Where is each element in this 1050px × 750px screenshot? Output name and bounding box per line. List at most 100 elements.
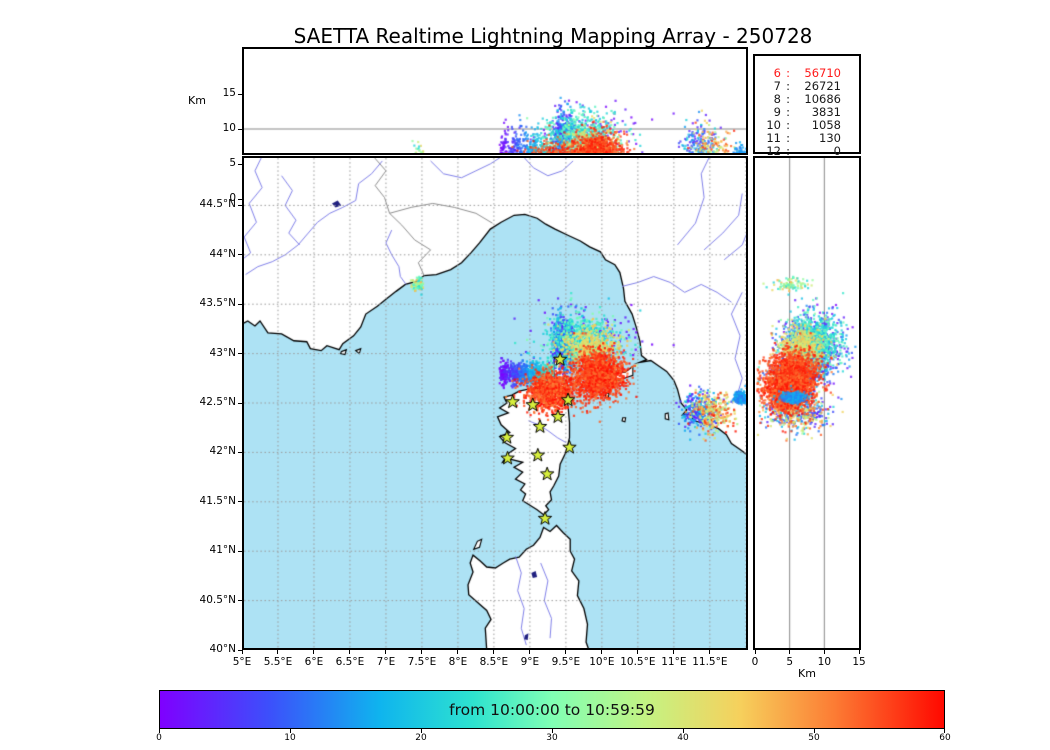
lat-tick-label: 43°N bbox=[209, 346, 236, 359]
lat-tick bbox=[238, 501, 242, 503]
lon-tick bbox=[277, 650, 279, 654]
lat-tick-label: 43.5°N bbox=[199, 297, 236, 310]
lat-tick-label: 44.5°N bbox=[199, 198, 236, 211]
stats-level: 9 bbox=[773, 105, 781, 119]
lon-tick bbox=[385, 650, 387, 654]
km-axis-label-right: Km bbox=[798, 667, 816, 680]
lat-tick-label: 42°N bbox=[209, 445, 236, 458]
stats-count: 26721 bbox=[804, 79, 841, 93]
stats-row: 7:26721 bbox=[755, 80, 859, 93]
lat-tick bbox=[238, 204, 242, 206]
lon-tick-label: 10.5°E bbox=[620, 656, 656, 668]
stats-count: 3831 bbox=[811, 105, 841, 119]
lat-tick bbox=[238, 353, 242, 355]
lon-tick bbox=[529, 650, 531, 654]
colorbar-tick bbox=[158, 729, 160, 733]
colorbar-tick-label: 20 bbox=[415, 733, 427, 743]
colorbar-tick-label: 50 bbox=[808, 733, 820, 743]
km-axis-label-top: Km bbox=[188, 94, 206, 107]
colorbar-tick bbox=[943, 729, 945, 733]
stats-row: 9: 3831 bbox=[755, 106, 859, 119]
colorbar-label: from 10:00:00 to 10:59:59 bbox=[449, 700, 655, 719]
alt-tick-label-top: 5 bbox=[229, 157, 236, 169]
lon-tick bbox=[313, 650, 315, 654]
lon-tick bbox=[565, 650, 567, 654]
lat-tick bbox=[238, 600, 242, 602]
stats-level: 12 bbox=[766, 144, 781, 158]
stats-level: 6 bbox=[773, 66, 781, 80]
stats-count: 130 bbox=[819, 131, 841, 145]
colorbar-tick bbox=[813, 729, 815, 733]
stats-row: 6:56710 bbox=[755, 67, 859, 80]
lat-tick bbox=[238, 402, 242, 404]
alt-tick-label-right: 5 bbox=[786, 656, 793, 668]
lon-tick-label: 5.5°E bbox=[263, 656, 293, 668]
lat-tick-label: 40°N bbox=[209, 643, 236, 655]
lon-tick bbox=[601, 650, 603, 654]
lat-tick-label: 44°N bbox=[209, 247, 236, 260]
colorbar-tick bbox=[420, 729, 422, 733]
lon-tick bbox=[637, 650, 639, 654]
lat-tick-label: 41°N bbox=[209, 544, 236, 557]
stats-row: 8:10686 bbox=[755, 93, 859, 106]
lon-tick-label: 9°E bbox=[520, 656, 540, 668]
altitude-longitude-canvas bbox=[244, 49, 746, 153]
map-canvas bbox=[244, 158, 746, 648]
map-panel bbox=[242, 156, 748, 650]
stats-count: 0 bbox=[833, 144, 841, 158]
stats-count: 1058 bbox=[811, 118, 841, 132]
alt-tick-top bbox=[238, 163, 242, 165]
alt-tick-top bbox=[238, 198, 242, 200]
lon-tick-label: 9.5°E bbox=[551, 656, 581, 668]
stats-colon: : bbox=[786, 92, 790, 106]
stats-level: 10 bbox=[766, 118, 781, 132]
colorbar-tick-label: 30 bbox=[546, 733, 558, 743]
lat-tick bbox=[238, 451, 242, 453]
lon-tick-label: 5°E bbox=[232, 656, 252, 668]
colorbar-tick bbox=[289, 729, 291, 733]
stats-row: 10: 1058 bbox=[755, 119, 859, 132]
stats-level: 11 bbox=[766, 131, 781, 145]
stats-row: 11: 130 bbox=[755, 132, 859, 145]
stats-row: 12: 0 bbox=[755, 145, 859, 158]
lon-tick-label: 11°E bbox=[661, 656, 687, 668]
alt-tick-right bbox=[858, 650, 860, 654]
lon-tick-label: 8.5°E bbox=[479, 656, 509, 668]
lat-tick bbox=[238, 649, 242, 651]
alt-tick-right bbox=[823, 650, 825, 654]
lon-tick bbox=[493, 650, 495, 654]
alt-tick-label-right: 10 bbox=[817, 656, 832, 668]
altitude-longitude-panel bbox=[242, 47, 748, 155]
lat-tick-label: 40.5°N bbox=[199, 593, 236, 606]
alt-tick-label-top: 15 bbox=[222, 87, 236, 99]
colorbar-tick-label: 60 bbox=[939, 733, 951, 743]
altitude-latitude-canvas bbox=[755, 158, 859, 648]
lon-tick-label: 7°E bbox=[376, 656, 396, 668]
lat-tick bbox=[238, 254, 242, 256]
lon-tick bbox=[457, 650, 459, 654]
stats-colon: : bbox=[786, 66, 790, 80]
colorbar-tick-label: 40 bbox=[677, 733, 689, 743]
stats-level: 8 bbox=[773, 92, 781, 106]
alt-tick-label-right: 15 bbox=[852, 656, 866, 668]
lat-tick bbox=[238, 550, 242, 552]
colorbar-tick bbox=[551, 729, 553, 733]
plot-title: SAETTA Realtime Lightning Mapping Array … bbox=[293, 24, 813, 48]
colorbar-tick-label: 10 bbox=[284, 733, 296, 743]
lat-tick-label: 41.5°N bbox=[199, 494, 236, 507]
lat-tick bbox=[238, 303, 242, 305]
stats-level: 7 bbox=[773, 79, 781, 93]
stats-colon: : bbox=[786, 105, 790, 119]
lon-tick bbox=[709, 650, 711, 654]
alt-tick-label-right: 0 bbox=[751, 656, 759, 668]
lat-tick-label: 42.5°N bbox=[199, 396, 236, 408]
altitude-latitude-panel bbox=[753, 156, 861, 650]
alt-tick-label-top: 0 bbox=[229, 192, 236, 204]
alt-tick-top bbox=[238, 93, 242, 95]
alt-tick-label-top: 10 bbox=[222, 122, 236, 134]
stats-count: 10686 bbox=[804, 92, 841, 106]
stats-colon: : bbox=[786, 79, 790, 93]
stats-colon: : bbox=[786, 144, 790, 158]
colorbar-tick bbox=[682, 729, 684, 733]
